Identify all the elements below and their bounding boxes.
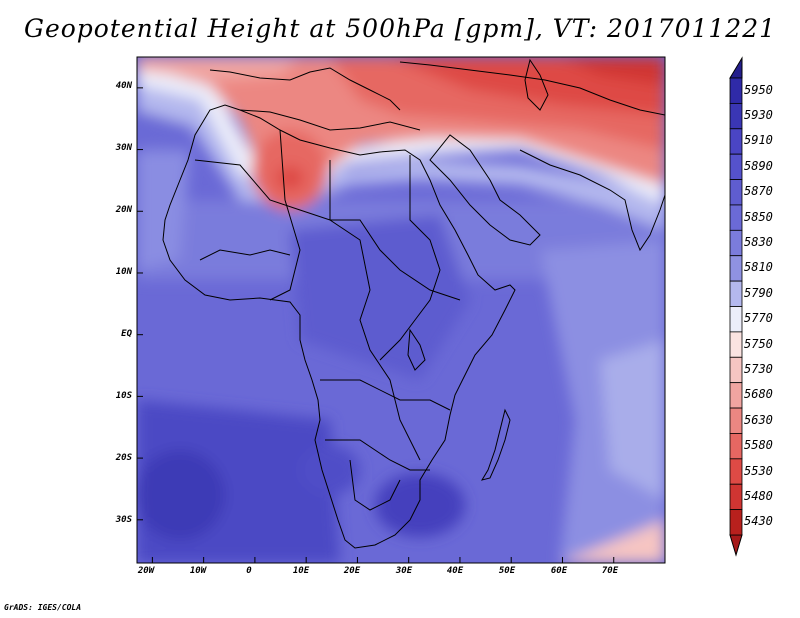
lon-label-0: 0 <box>246 566 252 576</box>
colorbar-swatch <box>729 407 743 434</box>
lon-label-60e: 60E <box>550 566 568 576</box>
lon-label-50e: 50E <box>498 566 516 576</box>
colorbar <box>729 56 743 557</box>
africa-coastline <box>162 104 516 549</box>
colorbar-label: 5950 <box>744 82 773 97</box>
colorbar-label: 5680 <box>744 387 773 402</box>
lon-label-40e: 40E <box>446 566 464 576</box>
lat-label-30s: 30S <box>115 515 132 525</box>
chart-title: Geopotential Height at 500hPa [gpm], VT:… <box>23 14 777 43</box>
colorbar-swatch <box>729 382 743 409</box>
colorbar-top-arrow <box>729 56 743 79</box>
colorbar-label: 5870 <box>744 184 773 199</box>
colorbar-swatch <box>729 255 743 282</box>
colorbar-label: 5730 <box>744 361 773 376</box>
border-line-g <box>199 249 291 261</box>
border-line-d <box>379 155 441 361</box>
border-line-a <box>194 159 461 301</box>
colorbar-bottom-arrow <box>729 534 743 557</box>
colorbar-label: 5890 <box>744 158 773 173</box>
lat-label-20n: 20N <box>115 205 132 215</box>
colorbar-label: 5810 <box>744 260 773 275</box>
lat-label-30n: 30N <box>115 143 132 153</box>
coastlines <box>162 58 665 549</box>
lon-label-70e: 70E <box>601 566 619 576</box>
colorbar-swatch <box>729 229 743 257</box>
colorbar-label: 5480 <box>744 488 773 503</box>
colorbar-label: 5750 <box>744 336 773 351</box>
colorbar-label: 5850 <box>744 209 773 224</box>
lon-label-10e: 10E <box>292 566 310 576</box>
red-sea-arabia <box>429 134 541 246</box>
border-line-f <box>325 439 430 471</box>
height-field <box>137 57 665 563</box>
colorbar-swatch <box>729 153 743 180</box>
colorbar-label: 5630 <box>744 412 773 427</box>
caspian-region <box>399 61 665 116</box>
colorbar-swatch <box>729 509 743 536</box>
grads-credit: GrADS: IGES/COLA <box>4 603 82 612</box>
colorbar-label: 5770 <box>744 311 773 326</box>
colorbar-label: 5930 <box>744 108 773 123</box>
colorbar-swatch <box>729 102 743 130</box>
colorbar-swatch <box>729 458 743 485</box>
colorbar-label: 5530 <box>744 463 773 478</box>
lon-label-30e: 30E <box>395 566 413 576</box>
lat-label-eq: EQ <box>121 329 132 339</box>
lat-label-20s: 20S <box>115 453 132 463</box>
axis-ticks <box>137 87 615 563</box>
border-line-c <box>269 129 301 301</box>
lat-label-10s: 10S <box>115 391 132 401</box>
colorbar-swatch <box>729 280 743 307</box>
colorbar-label: 5790 <box>744 285 773 300</box>
colorbar-swatch <box>729 179 743 206</box>
colorbar-swatch <box>729 356 743 384</box>
lon-label-20e: 20E <box>343 566 361 576</box>
colorbar-swatch <box>729 483 743 511</box>
colorbar-swatch <box>729 433 743 460</box>
border-line-e <box>320 379 451 411</box>
colorbar-label: 5580 <box>744 438 773 453</box>
colorbar-label: 5830 <box>744 235 773 250</box>
lat-label-10n: 10N <box>115 267 132 277</box>
border-line-b <box>329 160 421 461</box>
colorbar-swatch <box>729 306 743 333</box>
colorbar-label: 5910 <box>744 133 773 148</box>
colorbar-swatch <box>729 331 743 358</box>
arabia-india-coast <box>519 149 665 252</box>
madagascar-coastline <box>480 408 511 481</box>
lat-label-40n: 40N <box>115 81 132 91</box>
mediterranean-south <box>239 109 421 131</box>
colorbar-swatch <box>729 204 743 231</box>
border-line-h <box>349 459 401 511</box>
lon-label-10w: 10W <box>189 566 207 576</box>
lon-label-20w: 20W <box>137 566 155 576</box>
colorbar-swatch <box>729 128 743 155</box>
colorbar-label: 5430 <box>744 514 773 529</box>
plot-frame <box>136 56 666 564</box>
mediterranean-north <box>209 67 401 111</box>
caspian-sea <box>524 58 549 111</box>
lake-victoria <box>407 328 426 371</box>
colorbar-swatch <box>729 77 743 104</box>
